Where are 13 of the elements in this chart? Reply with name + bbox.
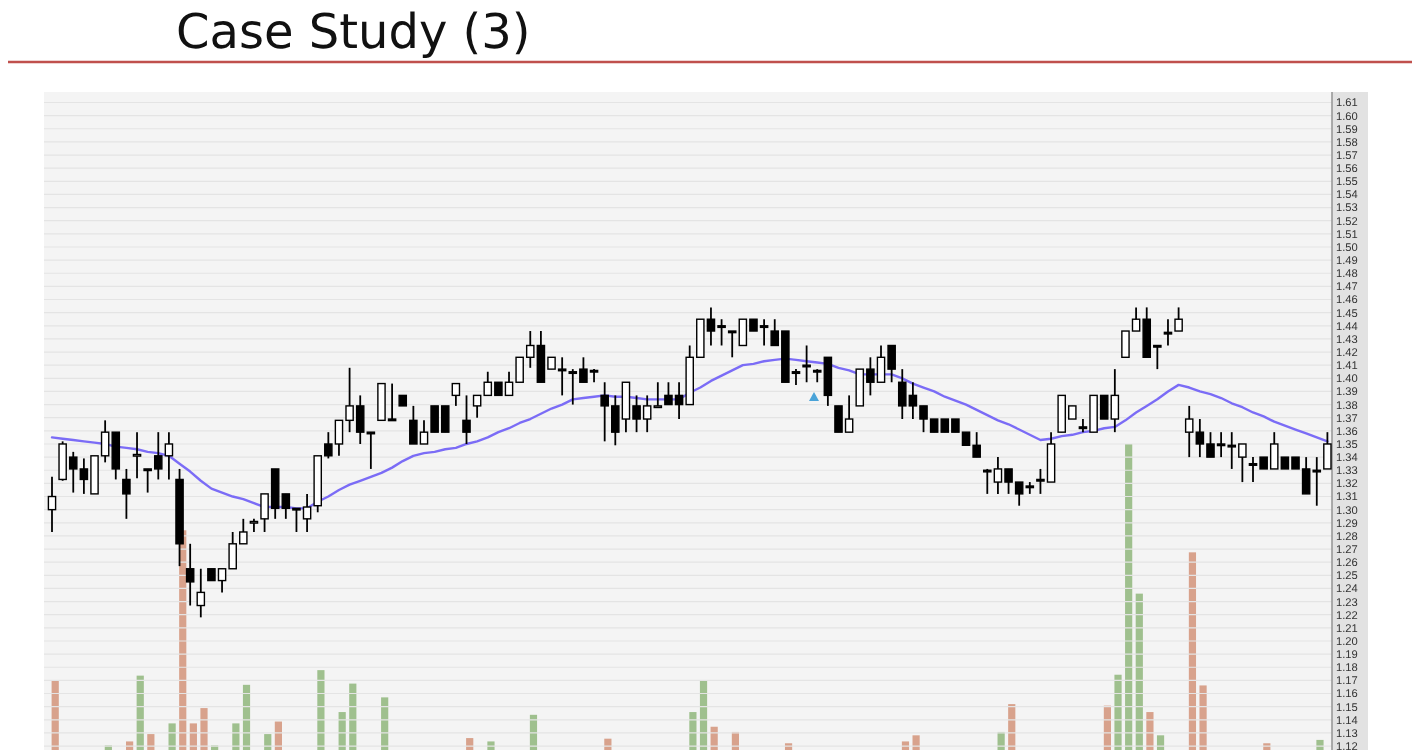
candlestick [462, 394, 471, 445]
candlestick [196, 567, 206, 619]
candlestick [122, 468, 131, 520]
bar [317, 670, 325, 750]
chart-title: Case Study (3) [176, 4, 531, 60]
candlestick [802, 344, 811, 384]
candlestick [1174, 306, 1183, 332]
candlestick [132, 431, 142, 480]
candlestick [185, 542, 195, 607]
bar [1146, 712, 1154, 750]
candlestick [451, 382, 461, 407]
bar [487, 741, 495, 750]
candlestick [1163, 318, 1173, 347]
